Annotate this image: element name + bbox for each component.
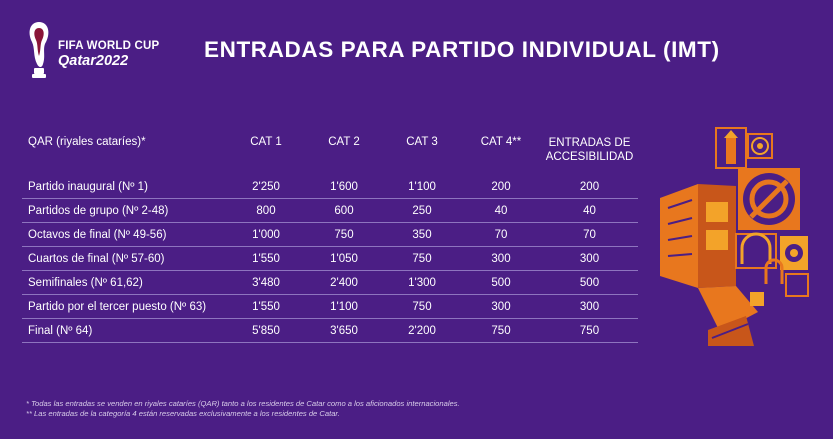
logo-text-world-cup: FIFA WORLD CUP xyxy=(58,40,160,52)
price-cell: 2'250 xyxy=(227,175,305,199)
row-label: Octavos de final (Nº 49-56) xyxy=(22,222,227,247)
table-row: Final (Nº 64) 5'850 3'650 2'200 750 750 xyxy=(22,318,638,343)
accessibility-header-line1: ENTRADAS DE xyxy=(548,137,631,149)
table-row: Partidos de grupo (Nº 2-48) 800 600 250 … xyxy=(22,198,638,223)
column-header-cat1: CAT 1 xyxy=(250,136,282,148)
table-header-row: QAR (riyales cataríes)* CAT 1 CAT 2 CAT … xyxy=(22,130,638,175)
accessibility-header-line2: ACCESIBILIDAD xyxy=(545,151,634,163)
row-label: Final (Nº 64) xyxy=(22,318,227,343)
price-cell: 500 xyxy=(541,270,638,295)
price-cell: 2'200 xyxy=(383,318,461,343)
price-cell: 300 xyxy=(541,294,638,319)
price-cell: 750 xyxy=(383,246,461,271)
ticket-price-table: QAR (riyales cataríes)* CAT 1 CAT 2 CAT … xyxy=(22,130,638,343)
table-row: Octavos de final (Nº 49-56) 1'000 750 35… xyxy=(22,222,638,247)
price-cell: 250 xyxy=(383,198,461,223)
price-cell: 1'100 xyxy=(305,294,383,319)
price-cell: 750 xyxy=(541,318,638,343)
footnotes: * Todas las entradas se venden en riyale… xyxy=(26,399,460,419)
trophy-emblem-icon xyxy=(29,22,49,78)
column-header-cat2: CAT 2 xyxy=(328,136,360,148)
row-label: Partido por el tercer puesto (Nº 63) xyxy=(22,294,227,319)
column-header-accessibility: ENTRADAS DE ACCESIBILIDAD xyxy=(541,130,638,175)
price-cell: 600 xyxy=(305,198,383,223)
price-cell: 750 xyxy=(305,222,383,247)
price-cell: 1'000 xyxy=(227,222,305,247)
price-cell: 40 xyxy=(541,198,638,223)
price-cell: 1'100 xyxy=(383,175,461,199)
footnote-cat4: ** Las entradas de la categoría 4 están … xyxy=(26,409,340,418)
decorative-geometric-art xyxy=(660,127,809,346)
price-cell: 750 xyxy=(383,294,461,319)
price-cell: 750 xyxy=(461,318,541,343)
price-cell: 40 xyxy=(461,198,541,223)
row-label: Partido inaugural (Nº 1) xyxy=(22,175,227,199)
price-cell: 1'050 xyxy=(305,246,383,271)
price-cell: 3'650 xyxy=(305,318,383,343)
price-cell: 800 xyxy=(227,198,305,223)
price-cell: 300 xyxy=(461,294,541,319)
price-cell: 350 xyxy=(383,222,461,247)
price-cell: 5'850 xyxy=(227,318,305,343)
price-cell: 500 xyxy=(461,270,541,295)
price-cell: 200 xyxy=(541,175,638,199)
column-header-cat3: CAT 3 xyxy=(406,136,438,148)
price-cell: 1'550 xyxy=(227,246,305,271)
price-cell: 300 xyxy=(541,246,638,271)
table-row: Semifinales (Nº 61,62) 3'480 2'400 1'300… xyxy=(22,270,638,295)
table-row: Cuartos de final (Nº 57-60) 1'550 1'050 … xyxy=(22,246,638,271)
page-title: ENTRADAS PARA PARTIDO INDIVIDUAL (IMT) xyxy=(204,37,720,62)
price-cell: 3'480 xyxy=(227,270,305,295)
price-cell: 1'550 xyxy=(227,294,305,319)
logo-text-qatar: Qatar2022 xyxy=(58,53,129,69)
price-cell: 1'300 xyxy=(383,270,461,295)
fifa-world-cup-logo: FIFA WORLD CUP Qatar2022 xyxy=(24,18,174,84)
row-label: Partidos de grupo (Nº 2-48) xyxy=(22,198,227,223)
table-row: Partido inaugural (Nº 1) 2'250 1'600 1'1… xyxy=(22,175,638,199)
table-row: Partido por el tercer puesto (Nº 63) 1'5… xyxy=(22,294,638,319)
footnote-currency: * Todas las entradas se venden en riyale… xyxy=(26,399,460,408)
price-cell: 70 xyxy=(541,222,638,247)
price-cell: 200 xyxy=(461,175,541,199)
price-cell: 70 xyxy=(461,222,541,247)
column-header-currency: QAR (riyales cataríes)* xyxy=(28,136,146,148)
row-label: Cuartos de final (Nº 57-60) xyxy=(22,246,227,271)
price-cell: 2'400 xyxy=(305,270,383,295)
column-header-cat4: CAT 4** xyxy=(480,136,522,148)
price-cell: 300 xyxy=(461,246,541,271)
row-label: Semifinales (Nº 61,62) xyxy=(22,270,227,295)
price-cell: 1'600 xyxy=(305,175,383,199)
